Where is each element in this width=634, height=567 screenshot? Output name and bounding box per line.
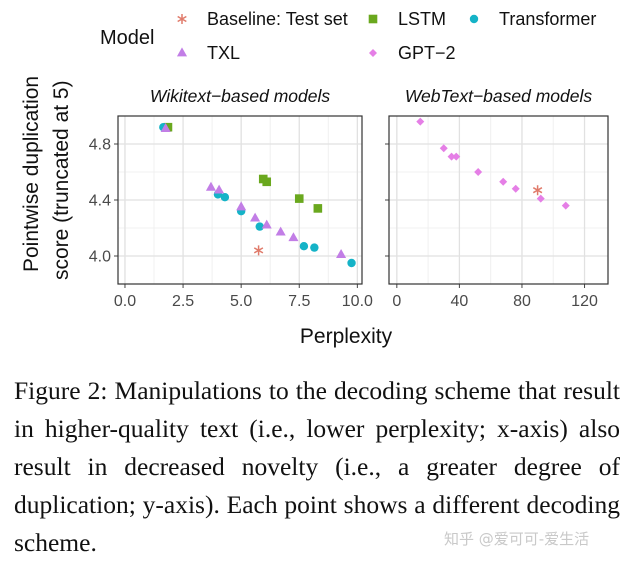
figure-chart: Model Baseline: Test set LSTM Transformer TX…: [20, 9, 609, 348]
legend-label-gpt-2: GPT−2: [398, 43, 456, 63]
point-gpt-2: [561, 201, 570, 210]
x-tick-label: 0: [392, 293, 401, 310]
point-gpt-2: [536, 194, 545, 203]
point-txl: [236, 201, 247, 211]
x-tick-label: 2.5: [172, 293, 194, 310]
legend-label-transformer: Transformer: [499, 9, 596, 29]
x-tick-label: 40: [450, 293, 468, 310]
chart-panels: Wikitext−based models 0.0 2.5 5.0 7.5 10.0 4.0…: [89, 86, 609, 310]
x-axis-label: Perplexity: [300, 325, 393, 348]
legend: Model Baseline: Test set LSTM Transformer TX…: [100, 9, 596, 63]
legend-label-baseline-test-set: Baseline: Test set: [207, 9, 348, 29]
point-gpt-2: [474, 168, 483, 176]
x-tick-label: 80: [513, 293, 531, 310]
point-lstm: [262, 177, 272, 187]
point-lstm: [313, 204, 323, 213]
y-axis-label-line1: Pointwise duplication: [20, 76, 43, 272]
legend-marker-gpt-2: [369, 49, 377, 57]
y-tick-label: 4.8: [89, 137, 111, 154]
point-baseline-test-set: [253, 245, 264, 256]
point-txl: [336, 249, 347, 258]
legend-marker-baseline-test-set: [177, 14, 187, 24]
point-txl: [275, 226, 286, 236]
panel-1: Wikitext−based models 0.0 2.5 5.0 7.5 10.0 4.0…: [89, 86, 373, 310]
point-transformer: [299, 242, 309, 251]
y-tick-label: 4.4: [89, 193, 111, 210]
x-tick-label: 7.5: [288, 293, 310, 310]
panel-2-title: WebText−based models: [405, 86, 593, 106]
legend-marker-lstm: [368, 14, 378, 24]
x-tick-label: 0.0: [114, 293, 136, 310]
y-axis-label-line2: score (truncated at 5): [50, 80, 73, 280]
point-gpt-2: [452, 152, 461, 161]
point-txl: [214, 184, 225, 194]
figure-caption: Figure 2: Manipulations to the decoding …: [14, 376, 620, 557]
point-transformer: [310, 243, 319, 252]
point-txl: [160, 123, 171, 132]
point-txl: [288, 232, 299, 242]
legend-label-lstm: LSTM: [398, 9, 446, 29]
point-gpt-2: [447, 152, 456, 161]
legend-label-txl: TXL: [207, 43, 240, 63]
y-tick-label: 4.0: [89, 249, 111, 266]
panel-2-border: [388, 115, 609, 285]
legend-title: Model: [100, 27, 154, 49]
panel-2: WebText−based models 0 40 80 120: [385, 86, 609, 310]
point-transformer: [220, 193, 230, 202]
point-txl: [250, 212, 261, 222]
legend-marker-txl: [176, 47, 188, 57]
x-tick-label: 5.0: [230, 293, 252, 310]
point-gpt-2: [416, 117, 425, 126]
watermark: 知乎 @爱可可-爱生活: [444, 530, 590, 548]
panel-1-title: Wikitext−based models: [150, 86, 331, 106]
point-transformer: [255, 222, 264, 231]
point-gpt-2: [499, 177, 508, 186]
point-lstm: [294, 194, 304, 203]
x-tick-label: 10.0: [342, 293, 373, 310]
legend-marker-transformer: [469, 14, 479, 24]
point-baseline-test-set: [532, 185, 543, 196]
panel-1-border: [117, 115, 363, 285]
point-gpt-2: [511, 184, 520, 193]
x-tick-label: 120: [571, 293, 598, 310]
point-gpt-2: [439, 144, 448, 153]
point-transformer: [347, 258, 356, 268]
point-txl: [205, 181, 216, 191]
point-txl: [261, 219, 272, 229]
